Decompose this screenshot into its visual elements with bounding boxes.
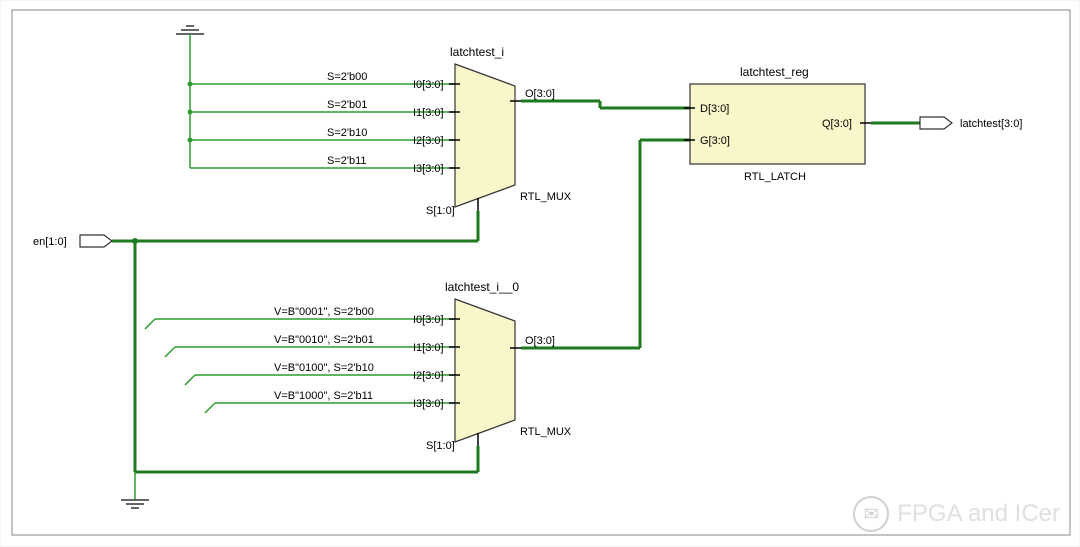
mux2-sel-port: S[1:0] <box>426 440 455 452</box>
mux1-i0-port: I0[3:0] <box>413 79 444 91</box>
latch-block: latchtest_reg RTL_LATCH D[3:0] G[3:0] Q[… <box>684 65 871 183</box>
latch-g-port: G[3:0] <box>700 135 730 147</box>
mux1-block: latchtest_i RTL_MUX I0[3:0] I1[3:0] I2[3… <box>413 45 572 217</box>
mux2-type: RTL_MUX <box>520 426 572 438</box>
wechat-icon: ✉ <box>853 496 889 532</box>
mux1-i2-port: I2[3:0] <box>413 135 444 147</box>
mux1-type: RTL_MUX <box>520 191 572 203</box>
mux2-s2-label: V=B"0100", S=2'b10 <box>274 362 374 374</box>
mux1-s2-label: S=2'b10 <box>327 127 367 139</box>
output-port-latchtest: latchtest[3:0] <box>920 117 1022 130</box>
mux1-out-port: O[3:0] <box>525 88 555 100</box>
mux2-i3-port: I3[3:0] <box>413 398 444 410</box>
mux1-sel-port: S[1:0] <box>426 205 455 217</box>
watermark: ✉ FPGA and ICer <box>853 496 1060 532</box>
mux1-wire-labels: S=2'b00 S=2'b01 S=2'b10 S=2'b11 <box>327 71 367 167</box>
mux2-out-wire <box>521 140 690 348</box>
mux2-i0-port: I0[3:0] <box>413 314 444 326</box>
mux1-s0-label: S=2'b00 <box>327 71 367 83</box>
mux2-s3-label: V=B"1000", S=2'b11 <box>274 390 373 402</box>
mux1-i1-port: I1[3:0] <box>413 107 444 119</box>
mux2-out-port: O[3:0] <box>525 335 555 347</box>
watermark-text: FPGA and ICer <box>897 500 1060 528</box>
mux2-wire-labels: V=B"0001", S=2'b00 V=B"0010", S=2'b01 V=… <box>274 306 374 402</box>
mux1-out-wire <box>521 101 690 108</box>
mux1-s3-label: S=2'b11 <box>327 155 367 167</box>
output-port-label: latchtest[3:0] <box>960 118 1022 130</box>
input-port-label: en[1:0] <box>33 236 67 248</box>
mux2-i1-port: I1[3:0] <box>413 342 444 354</box>
mux2-i2-port: I2[3:0] <box>413 370 444 382</box>
input-port-en: en[1:0] <box>33 235 112 248</box>
latch-q-port: Q[3:0] <box>822 118 852 130</box>
latch-name: latchtest_reg <box>740 65 809 79</box>
mux2-block: latchtest_i__0 RTL_MUX I0[3:0] I1[3:0] I… <box>413 280 572 452</box>
mux1-input-wires <box>188 82 456 169</box>
mux1-s1-label: S=2'b01 <box>327 99 367 111</box>
latch-type: RTL_LATCH <box>744 171 806 183</box>
mux2-s0-label: V=B"0001", S=2'b00 <box>274 306 374 318</box>
mux1-name: latchtest_i <box>450 45 504 59</box>
mux2-s1-label: V=B"0010", S=2'b01 <box>274 334 374 346</box>
mux2-name: latchtest_i__0 <box>445 280 519 294</box>
mux1-i3-port: I3[3:0] <box>413 163 444 175</box>
ground-top <box>176 26 204 168</box>
ground-bottom <box>121 472 149 508</box>
rtl-schematic: S=2'b00 S=2'b01 S=2'b10 S=2'b11 latchtes… <box>0 0 1080 547</box>
latch-d-port: D[3:0] <box>700 103 729 115</box>
